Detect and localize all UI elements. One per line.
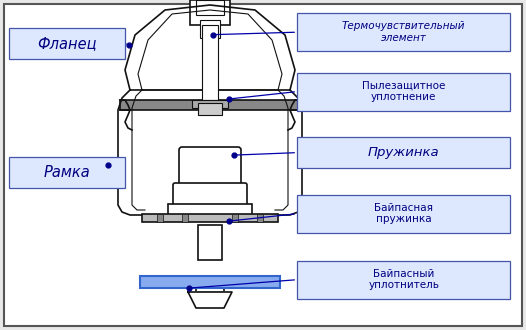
Bar	[297, 261, 510, 299]
Bar	[140, 276, 280, 288]
Bar	[190, 0, 230, 25]
FancyBboxPatch shape	[173, 183, 247, 210]
Bar	[297, 73, 510, 111]
Bar	[9, 157, 125, 188]
Bar	[202, 25, 218, 100]
Bar	[120, 100, 300, 110]
Text: Фланец: Фланец	[37, 36, 97, 51]
Bar	[200, 20, 220, 38]
Bar	[232, 214, 238, 222]
Text: Рамка: Рамка	[44, 165, 90, 180]
Text: Термочувствительный
элемент: Термочувствительный элемент	[342, 21, 466, 43]
Text: Пылезащитное
уплотнение: Пылезащитное уплотнение	[362, 81, 446, 102]
Bar	[182, 214, 188, 222]
Bar	[196, 282, 224, 292]
Bar	[297, 13, 510, 51]
Bar	[198, 103, 222, 115]
Bar	[198, 225, 222, 260]
Bar	[192, 100, 228, 108]
Bar	[297, 195, 510, 233]
Text: Байпасная
пружинка: Байпасная пружинка	[374, 203, 433, 224]
Polygon shape	[188, 292, 232, 308]
Bar	[157, 214, 163, 222]
Bar	[297, 137, 510, 168]
Bar	[168, 204, 252, 218]
Bar	[196, 0, 224, 15]
FancyBboxPatch shape	[179, 147, 241, 188]
Bar	[257, 214, 263, 222]
Text: Байпасный
уплотнитель: Байпасный уплотнитель	[368, 269, 439, 290]
Bar	[9, 28, 125, 59]
Text: Пружинка: Пружинка	[368, 146, 440, 159]
Bar	[142, 214, 278, 222]
